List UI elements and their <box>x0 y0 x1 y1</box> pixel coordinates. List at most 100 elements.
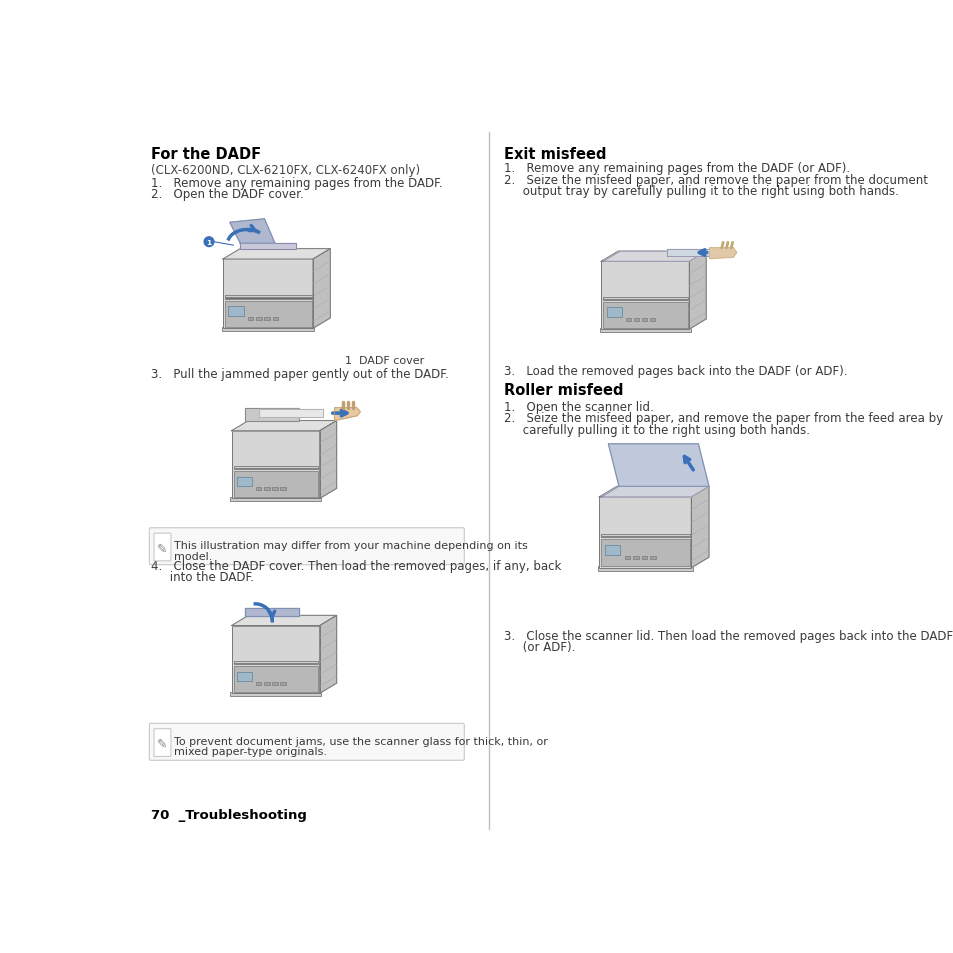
Bar <box>641 557 647 559</box>
Text: 3.   Pull the jammed paper gently out of the DADF.: 3. Pull the jammed paper gently out of t… <box>151 368 448 380</box>
Bar <box>264 487 270 491</box>
Bar <box>624 557 630 559</box>
Bar <box>272 682 277 685</box>
Text: 3.   Load the removed pages back into the DADF (or ADF).: 3. Load the removed pages back into the … <box>504 365 847 378</box>
Polygon shape <box>223 260 313 329</box>
FancyBboxPatch shape <box>153 534 171 561</box>
Bar <box>602 297 687 299</box>
Text: model.: model. <box>173 551 213 561</box>
Bar <box>233 466 318 470</box>
Polygon shape <box>313 250 330 329</box>
Bar <box>233 472 318 497</box>
Polygon shape <box>240 244 295 250</box>
Bar <box>256 317 261 320</box>
Text: 2.   Open the DADF cover.: 2. Open the DADF cover. <box>151 188 303 201</box>
FancyBboxPatch shape <box>150 723 464 760</box>
Bar <box>633 318 639 321</box>
Polygon shape <box>230 219 274 244</box>
Polygon shape <box>709 249 736 259</box>
Text: 1  DADF cover: 1 DADF cover <box>345 355 424 366</box>
Text: 1: 1 <box>206 239 212 246</box>
Polygon shape <box>232 616 336 626</box>
Polygon shape <box>245 408 299 422</box>
Text: into the DADF.: into the DADF. <box>151 571 253 583</box>
Bar <box>233 666 318 692</box>
Bar <box>255 682 261 685</box>
Polygon shape <box>245 608 299 617</box>
Bar <box>280 682 286 685</box>
Bar <box>228 307 243 316</box>
Bar <box>233 661 318 663</box>
Text: output tray by carefully pulling it to the right using both hands.: output tray by carefully pulling it to t… <box>504 185 899 198</box>
Polygon shape <box>600 252 705 262</box>
Bar <box>264 317 270 320</box>
Polygon shape <box>608 444 708 487</box>
Polygon shape <box>335 408 360 421</box>
Polygon shape <box>232 626 319 694</box>
Text: 2.   Seize the misfeed paper, and remove the paper from the document: 2. Seize the misfeed paper, and remove t… <box>504 173 927 187</box>
Bar <box>625 318 630 321</box>
Polygon shape <box>223 250 330 260</box>
Text: Exit misfeed: Exit misfeed <box>504 147 606 162</box>
Bar <box>649 318 655 321</box>
Polygon shape <box>230 692 321 697</box>
Text: (CLX-6200ND, CLX-6210FX, CLX-6240FX only): (CLX-6200ND, CLX-6210FX, CLX-6240FX only… <box>151 164 419 176</box>
Polygon shape <box>600 262 689 330</box>
Text: 70  _Troubleshooting: 70 _Troubleshooting <box>151 808 307 821</box>
Polygon shape <box>666 250 716 256</box>
Text: For the DADF: For the DADF <box>151 147 261 162</box>
Text: Roller misfeed: Roller misfeed <box>504 383 623 397</box>
FancyBboxPatch shape <box>150 528 464 565</box>
Text: mixed paper-type originals.: mixed paper-type originals. <box>173 746 327 757</box>
Polygon shape <box>600 487 708 497</box>
Bar <box>606 308 620 317</box>
Bar <box>272 487 277 491</box>
Bar <box>236 477 252 487</box>
Polygon shape <box>221 328 314 332</box>
Text: ✎: ✎ <box>157 541 168 555</box>
Bar <box>225 295 312 298</box>
Bar <box>233 466 318 469</box>
Polygon shape <box>598 497 691 568</box>
Polygon shape <box>602 252 705 262</box>
Bar <box>600 540 689 567</box>
Bar <box>225 295 312 299</box>
Bar <box>633 557 639 559</box>
Polygon shape <box>598 487 708 497</box>
Bar <box>225 301 312 328</box>
Polygon shape <box>599 329 690 333</box>
Polygon shape <box>232 432 319 499</box>
Polygon shape <box>689 252 705 330</box>
Bar <box>650 557 655 559</box>
Text: This illustration may differ from your machine depending on its: This illustration may differ from your m… <box>173 540 527 551</box>
Bar <box>273 317 278 320</box>
FancyBboxPatch shape <box>153 729 171 757</box>
Text: 2.   Seize the misfeed paper, and remove the paper from the feed area by: 2. Seize the misfeed paper, and remove t… <box>504 412 943 425</box>
Text: ✎: ✎ <box>157 737 168 750</box>
Bar <box>264 682 270 685</box>
Bar <box>255 487 261 491</box>
Bar <box>248 317 253 320</box>
Bar <box>604 545 619 556</box>
Polygon shape <box>598 567 692 571</box>
Bar <box>600 535 689 537</box>
Polygon shape <box>258 410 323 417</box>
Text: 1.   Open the scanner lid.: 1. Open the scanner lid. <box>504 400 654 414</box>
Circle shape <box>204 237 213 247</box>
Text: 3.   Close the scanner lid. Then load the removed pages back into the DADF: 3. Close the scanner lid. Then load the … <box>504 629 952 642</box>
Polygon shape <box>319 421 336 499</box>
Bar <box>600 535 689 537</box>
Bar <box>236 672 252 681</box>
Bar <box>641 318 646 321</box>
Text: 1.   Remove any remaining pages from the DADF (or ADF).: 1. Remove any remaining pages from the D… <box>504 162 849 175</box>
Polygon shape <box>319 616 336 694</box>
Text: (or ADF).: (or ADF). <box>504 640 575 654</box>
Bar <box>602 297 687 300</box>
Text: carefully pulling it to the right using both hands.: carefully pulling it to the right using … <box>504 423 809 436</box>
Polygon shape <box>232 421 336 432</box>
Polygon shape <box>691 487 708 568</box>
Text: 1.   Remove any remaining pages from the DADF.: 1. Remove any remaining pages from the D… <box>151 176 442 190</box>
Bar <box>280 487 286 491</box>
Bar <box>602 303 687 329</box>
Text: 4.   Close the DADF cover. Then load the removed pages, if any, back: 4. Close the DADF cover. Then load the r… <box>151 559 560 572</box>
